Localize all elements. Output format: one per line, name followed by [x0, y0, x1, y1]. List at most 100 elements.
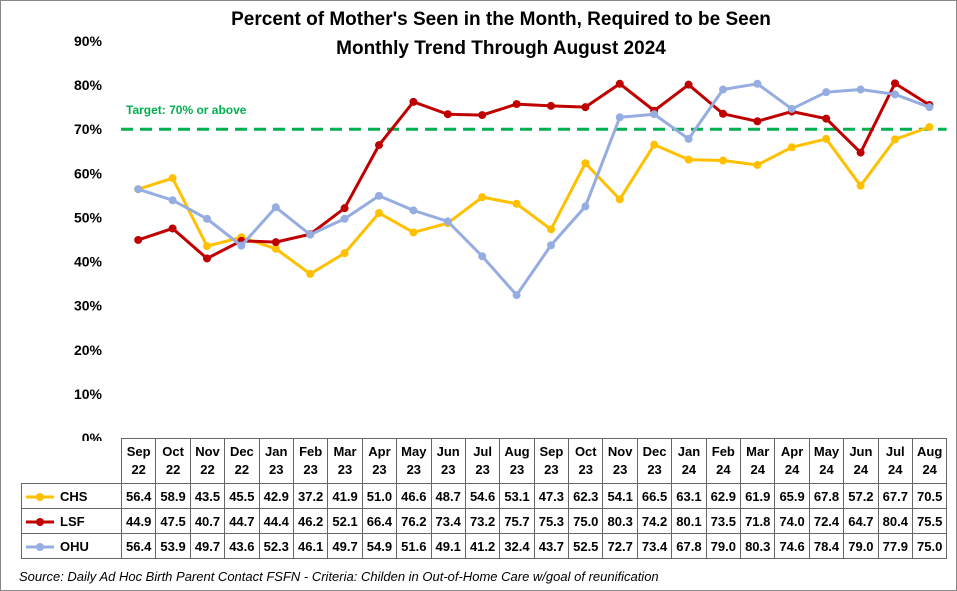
- value-cell: 43.5: [189, 483, 226, 509]
- x-tick-label: Oct 22: [155, 438, 191, 484]
- series-point: [203, 254, 211, 263]
- chart-title: Percent of Mother's Seen in the Month, R…: [231, 9, 771, 30]
- x-tick-label: Feb 23: [292, 438, 329, 484]
- value-cell: 80.4: [877, 508, 913, 534]
- series-point: [822, 114, 831, 123]
- chart-title: Monthly Trend Through August 2024: [336, 38, 666, 59]
- value-cell: 73.4: [636, 533, 673, 559]
- value-cell: 43.6: [224, 533, 260, 559]
- x-tick-label: Jul 23: [464, 438, 501, 484]
- value-cell: 75.0: [568, 508, 604, 534]
- value-cell: 37.2: [292, 483, 329, 509]
- series-point: [719, 109, 727, 118]
- series-point: [168, 196, 177, 205]
- series-point: [650, 140, 659, 149]
- series-point: [203, 214, 211, 223]
- value-cell: 52.5: [568, 533, 604, 559]
- series-point: [547, 101, 555, 110]
- y-tick-label: 70%: [74, 121, 103, 137]
- series-point: [478, 252, 487, 261]
- value-cell: 46.1: [292, 533, 329, 559]
- legend-label: LSF: [60, 513, 85, 529]
- y-tick-label: 80%: [74, 77, 103, 93]
- series-point: [753, 79, 762, 88]
- value-cell: 67.7: [877, 483, 913, 509]
- series-point: [271, 203, 280, 212]
- series-point: [306, 269, 315, 278]
- x-tick-label: Sep 22: [120, 438, 157, 484]
- value-cell: 54.6: [464, 483, 501, 509]
- series-point: [409, 97, 418, 106]
- value-cell: 41.2: [464, 533, 501, 559]
- series-point: [168, 174, 177, 183]
- series-point: [306, 230, 315, 239]
- legend-marker: [26, 543, 54, 552]
- value-cell: 80.3: [740, 533, 776, 559]
- value-cell: 49.7: [327, 533, 363, 559]
- x-tick-label: May 24: [808, 438, 845, 484]
- plot: Percent of Mother's Seen in the Month, R…: [74, 9, 947, 441]
- legend-marker: [26, 518, 54, 527]
- series-point: [891, 135, 899, 144]
- series-point: [547, 225, 555, 234]
- series-point: [375, 209, 383, 218]
- series-point: [650, 110, 659, 119]
- x-tick-label: May 23: [396, 438, 432, 484]
- y-tick-label: 50%: [74, 209, 103, 225]
- x-tick-label: Jan 24: [671, 438, 707, 484]
- legend-label: CHS: [60, 488, 88, 504]
- value-cell: 75.0: [911, 533, 948, 559]
- value-cell: 48.7: [430, 483, 466, 509]
- series-point: [478, 111, 487, 120]
- series-line: [137, 82, 930, 298]
- series-point: [753, 117, 762, 126]
- value-cell: 61.9: [740, 483, 776, 509]
- series-row: OHU 56.4 53.9 49.7 43.6 52.3 46.1 49.7 54.9 51.6 4…: [21, 533, 948, 559]
- series-point: [512, 291, 521, 300]
- value-cell: 65.9: [774, 483, 810, 509]
- series-point: [375, 191, 383, 200]
- legend-cell: OHU: [21, 533, 122, 559]
- value-cell: 67.8: [671, 533, 707, 559]
- legend-marker: [26, 493, 54, 502]
- series-point: [271, 238, 280, 247]
- value-cell: 44.9: [120, 508, 157, 534]
- series-point: [615, 79, 624, 88]
- legend-dot: [36, 518, 44, 527]
- target-label: Target: 70% or above: [126, 103, 247, 117]
- series-point: [684, 134, 693, 143]
- value-cell: 44.4: [258, 508, 294, 534]
- value-cell: 49.7: [189, 533, 226, 559]
- value-cell: 67.8: [808, 483, 845, 509]
- value-cell: 76.2: [396, 508, 432, 534]
- series-point: [787, 143, 796, 152]
- value-cell: 53.1: [499, 483, 535, 509]
- data-table: Sep 22 Oct 22 Nov 22 Dec 22 Jan 23 Feb 23 Mar …: [21, 438, 948, 559]
- header-row: Sep 22 Oct 22 Nov 22 Dec 22 Jan 23 Feb 23 Mar …: [21, 438, 948, 484]
- x-tick-label: Jun 23: [430, 438, 466, 484]
- value-cell: 75.7: [499, 508, 535, 534]
- y-tick-label: 10%: [74, 386, 103, 402]
- series-point: [615, 195, 624, 204]
- value-cell: 71.8: [740, 508, 776, 534]
- value-cell: 72.7: [602, 533, 638, 559]
- series-point: [271, 244, 280, 253]
- series-point: [925, 103, 934, 112]
- blank-cell: [21, 438, 122, 484]
- series-point: [237, 241, 246, 250]
- x-tick-label: Feb 24: [705, 438, 742, 484]
- value-cell: 52.1: [327, 508, 363, 534]
- series-point: [856, 85, 865, 94]
- y-tick-label: 20%: [74, 342, 103, 358]
- y-tick-label: 40%: [74, 254, 103, 270]
- series-point: [375, 141, 383, 150]
- value-cell: 79.0: [843, 533, 879, 559]
- series-point: [581, 159, 590, 168]
- x-tick-label: Sep 23: [533, 438, 570, 484]
- value-cell: 46.6: [396, 483, 432, 509]
- value-cell: 51.6: [396, 533, 432, 559]
- value-cell: 46.2: [292, 508, 329, 534]
- x-tick-label: Nov 22: [189, 438, 226, 484]
- value-cell: 74.0: [774, 508, 810, 534]
